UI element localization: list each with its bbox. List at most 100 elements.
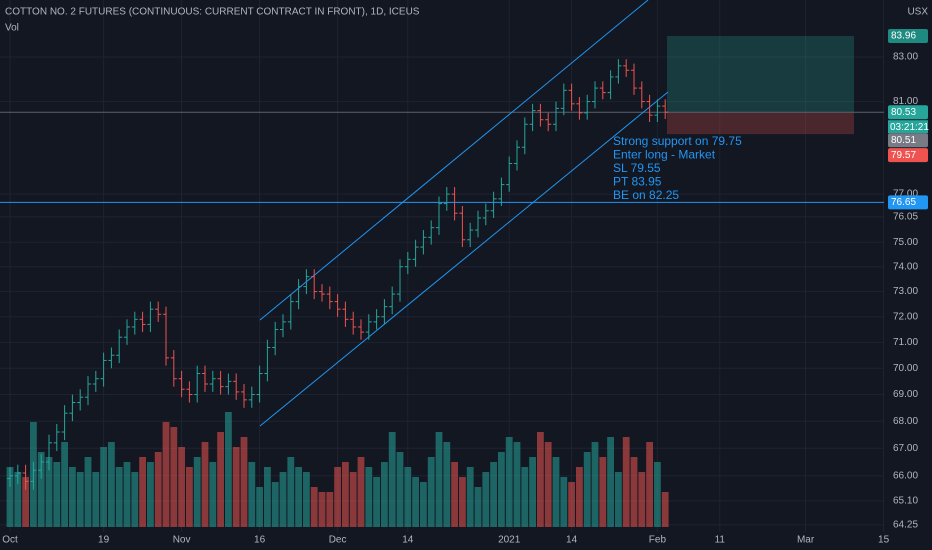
volume-bar [186, 467, 193, 527]
volume-bar [474, 487, 482, 527]
volume-bar [404, 467, 412, 527]
volume-bar [61, 442, 68, 527]
volume-bar [303, 472, 310, 527]
volume-bar [412, 477, 419, 527]
volume-bar [583, 452, 591, 527]
x-tick-label: 16 [254, 535, 266, 546]
volume-bar [482, 472, 490, 527]
volume-bar [209, 462, 217, 527]
volume-bar [591, 442, 599, 527]
x-tick-label: 2021 [498, 535, 521, 546]
volume-bar [576, 467, 583, 527]
x-tick-label: Dec [329, 535, 347, 546]
x-tick-label: 14 [566, 535, 578, 546]
volume-bar [443, 442, 451, 527]
volume-bar [287, 457, 295, 527]
x-tick-label: Oct [2, 535, 18, 546]
entry-label-box [888, 105, 928, 120]
x-tick-label: Feb [649, 535, 667, 546]
volume-bar [646, 442, 653, 527]
volume-bar [630, 457, 638, 527]
volume-bar [256, 487, 263, 527]
volume-bar [6, 467, 14, 527]
volume-bar [154, 452, 162, 527]
annotation-line: Enter long - Market [613, 148, 716, 162]
y-tick-label: 73.00 [893, 286, 918, 297]
stop-zone [667, 112, 854, 135]
volume-bar [217, 432, 224, 527]
volume-bar [622, 437, 630, 527]
y-tick-label: 74.00 [893, 261, 918, 272]
currency: USX [907, 7, 928, 18]
annotation-line: Strong support on 79.75 [613, 134, 742, 148]
bid-label-box [888, 133, 928, 148]
volume-bar [505, 437, 513, 527]
y-tick-label: 77.00 [893, 189, 918, 200]
volume-bar [147, 462, 154, 527]
volume-bar [326, 492, 334, 527]
entry-label: 80.53 [891, 107, 916, 118]
x-tick-label: Mar [797, 535, 815, 546]
volume-bar [388, 432, 396, 527]
volume-bar [466, 467, 474, 527]
volume-bar [76, 472, 84, 527]
bid-label: 80.51 [891, 135, 916, 146]
channel-upper [259, 0, 649, 321]
x-tick-label: 15 [878, 535, 890, 546]
volume-bar [193, 457, 201, 527]
volume-bar [22, 477, 29, 527]
volume-bar [201, 442, 209, 527]
countdown-box [888, 120, 928, 134]
y-tick-label: 69.00 [893, 389, 918, 400]
y-tick-label: 70.00 [893, 363, 918, 374]
price-bars [7, 59, 669, 490]
volume-bar [544, 442, 552, 527]
volume-bar [92, 472, 100, 527]
volume-bar [451, 462, 458, 527]
target-zone [667, 35, 854, 113]
volume-bar [131, 472, 139, 527]
x-tick-label: 11 [715, 535, 726, 546]
y-tick-label: 75.00 [893, 237, 918, 248]
volume-bar [459, 477, 466, 527]
volume-bar [123, 462, 131, 527]
x-tick-label: 19 [98, 535, 110, 546]
volume-bar [53, 462, 61, 527]
volume-label: Vol [5, 23, 19, 34]
volume-bar [342, 462, 349, 527]
volume-bar [521, 467, 529, 527]
volume-bar [178, 447, 185, 527]
volume-bar [427, 457, 435, 527]
volume-bar [365, 467, 373, 527]
volume-bar [232, 447, 240, 527]
volume-bar [162, 422, 170, 527]
volume-bar [295, 467, 302, 527]
volume-bar [14, 472, 22, 527]
y-tick-label: 64.25 [893, 520, 918, 531]
y-tick-label: 83.00 [893, 52, 918, 63]
y-tick-label: 81.00 [893, 96, 918, 107]
volume-bar [552, 457, 560, 527]
volume-bar [654, 462, 661, 527]
position-layer [0, 35, 884, 203]
axis-layer: 83.00 81.00 77.00 76.05 75.00 74.00 73.00 72.00… [2, 28, 929, 546]
volume-bar [271, 482, 279, 527]
volume-bar [45, 457, 53, 527]
volume-bar [84, 457, 92, 527]
volume-bar [615, 472, 622, 527]
x-tick-label: Nov [173, 535, 191, 546]
volume-bar [529, 457, 536, 527]
volume-bar [435, 432, 443, 527]
volume-bar [139, 457, 146, 527]
volume-bar [513, 442, 521, 527]
volume-bar [661, 492, 669, 527]
annotation-line: PT 83.95 [613, 175, 662, 189]
volume-bar [638, 472, 646, 527]
chart-title: COTTON NO. 2 FUTURES (CONTINUOUS: CURREN… [5, 7, 420, 18]
volume-bar [373, 477, 380, 527]
volume-bar [357, 457, 365, 527]
level-label-box [888, 195, 928, 210]
target-label-box [888, 28, 928, 43]
